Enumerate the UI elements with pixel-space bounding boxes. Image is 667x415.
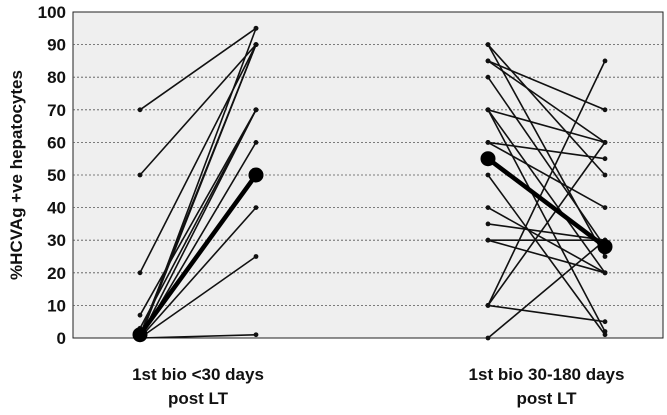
y-tick-label: 40 (47, 199, 66, 218)
y-tick-label: 30 (47, 231, 66, 250)
data-point (137, 270, 143, 276)
y-tick-label: 20 (47, 264, 66, 283)
data-point (253, 205, 259, 211)
data-point (485, 140, 491, 145)
data-point (253, 42, 259, 47)
mean-point (132, 327, 148, 343)
data-point (602, 140, 608, 145)
y-tick-label: 0 (57, 329, 66, 348)
series-line (487, 223, 606, 241)
data-point (485, 221, 491, 227)
data-point (602, 332, 608, 338)
series-line (139, 109, 257, 316)
data-point (485, 107, 491, 113)
data-point (485, 42, 491, 47)
data-point (602, 270, 608, 276)
mean-line (138, 173, 258, 337)
series-line (487, 141, 606, 209)
data-point (602, 58, 608, 64)
series-line (487, 174, 606, 336)
y-tick-labels: 0 10 20 30 40 50 60 70 80 90 100 (38, 3, 66, 348)
data-point (485, 303, 491, 308)
mean-line (486, 156, 607, 249)
data-point (253, 254, 259, 259)
series-line (139, 255, 257, 339)
x-category-label: post LT (516, 389, 577, 408)
series-line (487, 304, 606, 323)
series-line (487, 239, 606, 274)
series-line (487, 60, 606, 306)
data-point (602, 107, 608, 113)
series-line (139, 27, 257, 111)
series-line (139, 207, 257, 339)
x-category-labels: 1st bio <30 days post LT 1st bio 30-180 da… (132, 365, 624, 408)
data-point (602, 254, 608, 259)
y-tick-label: 70 (47, 101, 66, 120)
y-tick-label: 50 (47, 166, 66, 185)
y-tick-label: 100 (38, 3, 66, 22)
x-category-label: post LT (168, 389, 229, 408)
data-point (602, 172, 608, 178)
x-category-label: 1st bio <30 days (132, 365, 264, 384)
series-line (139, 44, 257, 176)
series-line (487, 109, 606, 274)
data-point (485, 205, 491, 211)
data-point (253, 25, 259, 31)
series-line (139, 44, 257, 274)
data-point (485, 237, 491, 243)
series-line (487, 141, 606, 306)
series-line (487, 109, 606, 332)
series-line (139, 333, 257, 339)
data-point (485, 335, 491, 341)
data-point (485, 172, 491, 178)
data-point (137, 172, 143, 178)
series-line (487, 76, 606, 248)
y-tick-label: 10 (47, 296, 66, 315)
mean-point (248, 167, 264, 183)
data-point (253, 107, 259, 113)
series-line (487, 239, 606, 339)
data-point (485, 58, 491, 64)
series-line (487, 44, 606, 176)
series-line (139, 109, 257, 329)
y-tick-label: 80 (47, 68, 66, 87)
y-tick-label: 60 (47, 133, 66, 152)
data-point (485, 74, 491, 80)
series-line (487, 60, 606, 144)
data-point (137, 312, 143, 318)
data-point (253, 140, 259, 145)
mean-point (480, 151, 496, 167)
y-tick-label: 90 (47, 36, 66, 55)
mean-point (597, 239, 613, 255)
y-axis-label: %HCVAg +ve hepatocytes (7, 70, 26, 280)
data-marks (132, 25, 613, 343)
data-point (602, 319, 608, 325)
series-line (487, 109, 606, 144)
series-line (487, 141, 606, 160)
x-category-label: 1st bio 30-180 days (469, 365, 625, 384)
data-point (253, 332, 259, 338)
data-point (137, 107, 143, 113)
data-point (602, 156, 608, 162)
data-point (602, 205, 608, 211)
series-line (139, 44, 257, 336)
